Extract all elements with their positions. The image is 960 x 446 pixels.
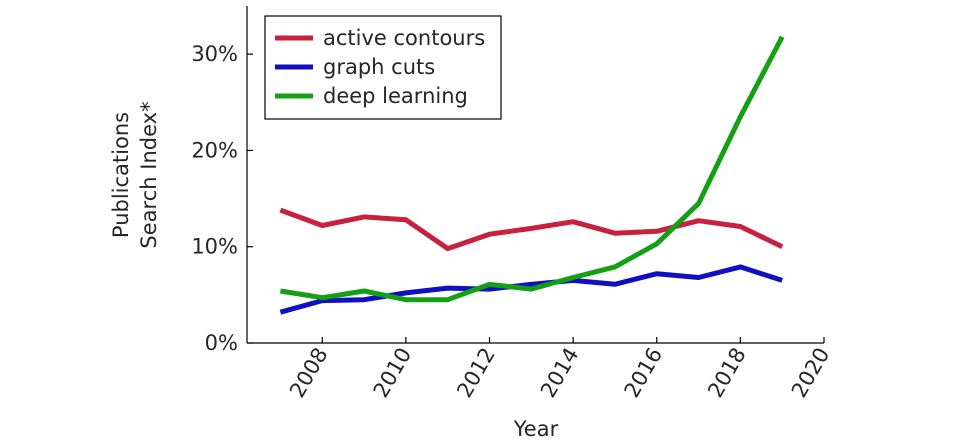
axes xyxy=(246,6,824,344)
legend-label: active contours xyxy=(323,26,485,50)
x-tick-label: 2010 xyxy=(369,344,417,402)
y-tick-label: 30% xyxy=(191,42,238,66)
x-tick-label: 2018 xyxy=(703,344,751,402)
legend-label: deep learning xyxy=(323,84,468,108)
x-axis-label: Year xyxy=(513,417,559,441)
y-tick-label: 20% xyxy=(191,138,238,162)
legend-label: graph cuts xyxy=(323,55,435,79)
legend: active contours graph cuts deep learning xyxy=(264,15,502,120)
x-tick-label: 2008 xyxy=(285,344,333,402)
y-axis-label-line-2: Search Index* xyxy=(137,101,161,248)
y-axis-label-line-1: Publications xyxy=(109,112,133,238)
x-ticks: 2008 2010 2012 2014 2016 2018 2020 xyxy=(285,337,834,402)
x-tick-label: 2016 xyxy=(620,344,668,402)
series-line-1 xyxy=(279,207,784,252)
y-tick-label: 0% xyxy=(205,331,238,355)
series-lines xyxy=(279,35,785,315)
series-line-3 xyxy=(280,35,785,303)
series-line-2 xyxy=(279,264,783,315)
y-tick-label: 10% xyxy=(191,235,238,259)
y-ticks: 0% 10% 20% 30% xyxy=(191,42,253,355)
x-tick-label: 2014 xyxy=(536,344,584,402)
x-tick-label: 2020 xyxy=(787,344,835,402)
x-tick-label: 2012 xyxy=(452,343,500,401)
